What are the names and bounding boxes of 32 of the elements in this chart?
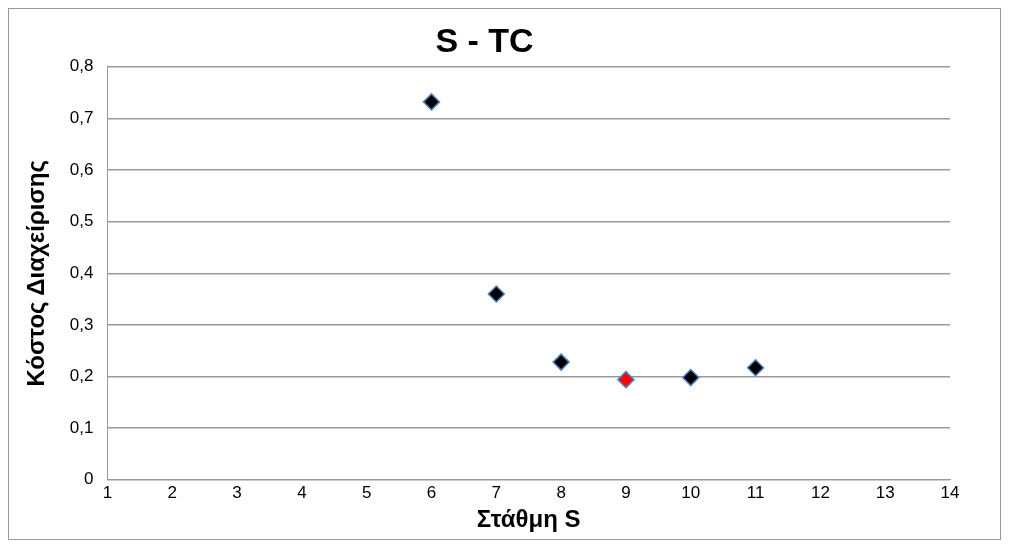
- y-tick-label: 0,4: [69, 262, 94, 282]
- x-tick-label: 7: [491, 482, 502, 502]
- x-tick-label: 8: [556, 482, 566, 502]
- y-tick-label: 0: [83, 469, 94, 489]
- y-tick-label: 0,1: [69, 417, 94, 437]
- x-tick-label: 11: [746, 482, 765, 502]
- y-tick-label: 0,3: [69, 314, 94, 334]
- x-tick-label: 1: [102, 482, 113, 502]
- x-tick-label: 2: [167, 482, 177, 502]
- y-tick-label: 0,8: [69, 56, 94, 76]
- point: [617, 370, 635, 389]
- x-axis-title: Στάθμη S: [476, 505, 581, 533]
- y-tick-label: 0,7: [69, 108, 94, 128]
- x-tick-label: 5: [361, 482, 372, 502]
- point: [682, 368, 700, 387]
- y-tick-label: 0,2: [69, 366, 94, 386]
- point: [746, 359, 765, 377]
- y-tick-label: 0,5: [69, 211, 94, 231]
- chart-title: S - TC: [435, 20, 534, 59]
- x-tick-label: 13: [875, 482, 895, 502]
- x-tick-label: 4: [297, 482, 307, 502]
- point: [552, 353, 570, 371]
- x-tick-label: 14: [940, 482, 960, 502]
- x-tick-label: 6: [426, 482, 437, 502]
- x-tick-label: 10: [681, 482, 701, 502]
- point: [487, 285, 506, 303]
- x-tick-label: 12: [810, 482, 830, 502]
- y-axis-title: Κόστος Διαχείρισης: [22, 160, 50, 387]
- x-tick-label: 3: [232, 482, 242, 502]
- y-tick-label: 0,6: [69, 159, 94, 179]
- point: [422, 93, 441, 111]
- x-tick-label: 9: [621, 482, 631, 502]
